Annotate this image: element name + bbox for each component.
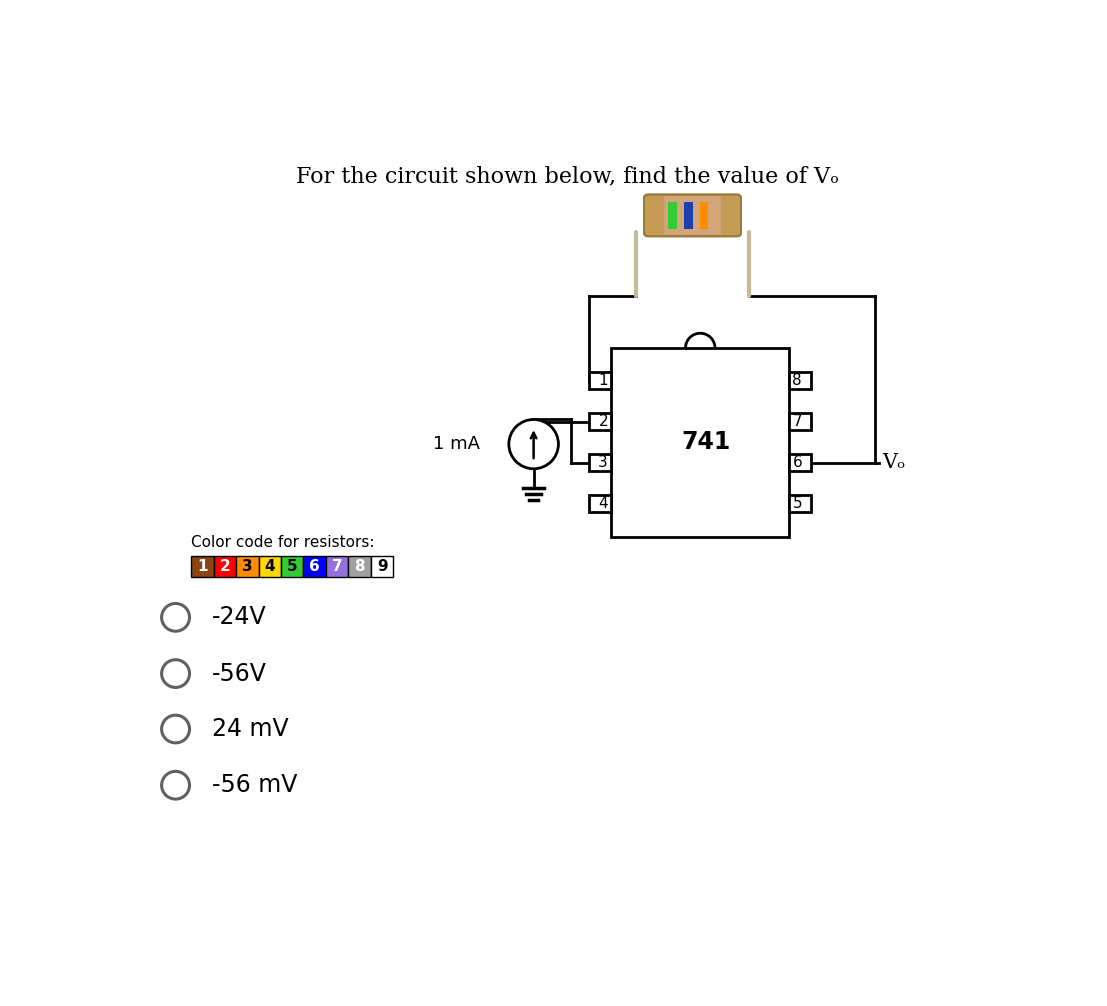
FancyBboxPatch shape xyxy=(645,196,664,234)
Text: 1: 1 xyxy=(599,373,608,388)
FancyBboxPatch shape xyxy=(644,194,741,236)
Bar xyxy=(325,555,349,577)
Circle shape xyxy=(162,772,189,799)
Text: Color code for resistors:: Color code for resistors: xyxy=(192,534,374,549)
Bar xyxy=(589,413,611,431)
Circle shape xyxy=(509,420,558,469)
Bar xyxy=(281,555,303,577)
Bar xyxy=(589,495,611,512)
Text: 2: 2 xyxy=(599,414,608,430)
Text: 9: 9 xyxy=(376,559,387,574)
Text: For the circuit shown below, find the value of Vₒ: For the circuit shown below, find the va… xyxy=(296,165,838,187)
Circle shape xyxy=(162,660,189,687)
Bar xyxy=(236,555,259,577)
Bar xyxy=(349,555,371,577)
Circle shape xyxy=(162,604,189,631)
Text: 24 mV: 24 mV xyxy=(213,717,289,741)
Text: 2: 2 xyxy=(219,559,230,574)
Text: 1: 1 xyxy=(197,559,208,574)
Bar xyxy=(684,202,693,228)
Text: -24V: -24V xyxy=(213,606,267,630)
Text: Vₒ: Vₒ xyxy=(882,454,906,472)
Bar xyxy=(303,555,325,577)
Text: 4: 4 xyxy=(265,559,275,574)
Bar xyxy=(214,555,236,577)
Text: 3: 3 xyxy=(242,559,252,574)
Text: 5: 5 xyxy=(287,559,298,574)
Text: 4: 4 xyxy=(599,496,608,511)
Text: -56V: -56V xyxy=(213,662,267,685)
Bar xyxy=(589,372,611,389)
Bar xyxy=(789,372,811,389)
Bar xyxy=(259,555,281,577)
Bar xyxy=(192,555,214,577)
Bar xyxy=(589,455,611,471)
Bar xyxy=(611,348,789,536)
Bar xyxy=(789,495,811,512)
Text: -56 mV: -56 mV xyxy=(213,774,298,797)
Text: 6: 6 xyxy=(793,456,803,470)
Text: 8: 8 xyxy=(793,373,803,388)
Text: 7: 7 xyxy=(332,559,342,574)
Text: 3: 3 xyxy=(598,456,608,470)
Text: 8: 8 xyxy=(354,559,365,574)
Text: 1 mA: 1 mA xyxy=(433,436,479,453)
Text: 741: 741 xyxy=(682,431,731,454)
Text: 6: 6 xyxy=(309,559,320,574)
Bar xyxy=(789,455,811,471)
Bar xyxy=(371,555,393,577)
FancyBboxPatch shape xyxy=(721,196,739,234)
Bar xyxy=(789,413,811,431)
Circle shape xyxy=(162,715,189,742)
Text: 7: 7 xyxy=(793,414,803,430)
Bar xyxy=(669,202,676,228)
Bar xyxy=(700,202,708,228)
Text: 5: 5 xyxy=(793,496,803,511)
